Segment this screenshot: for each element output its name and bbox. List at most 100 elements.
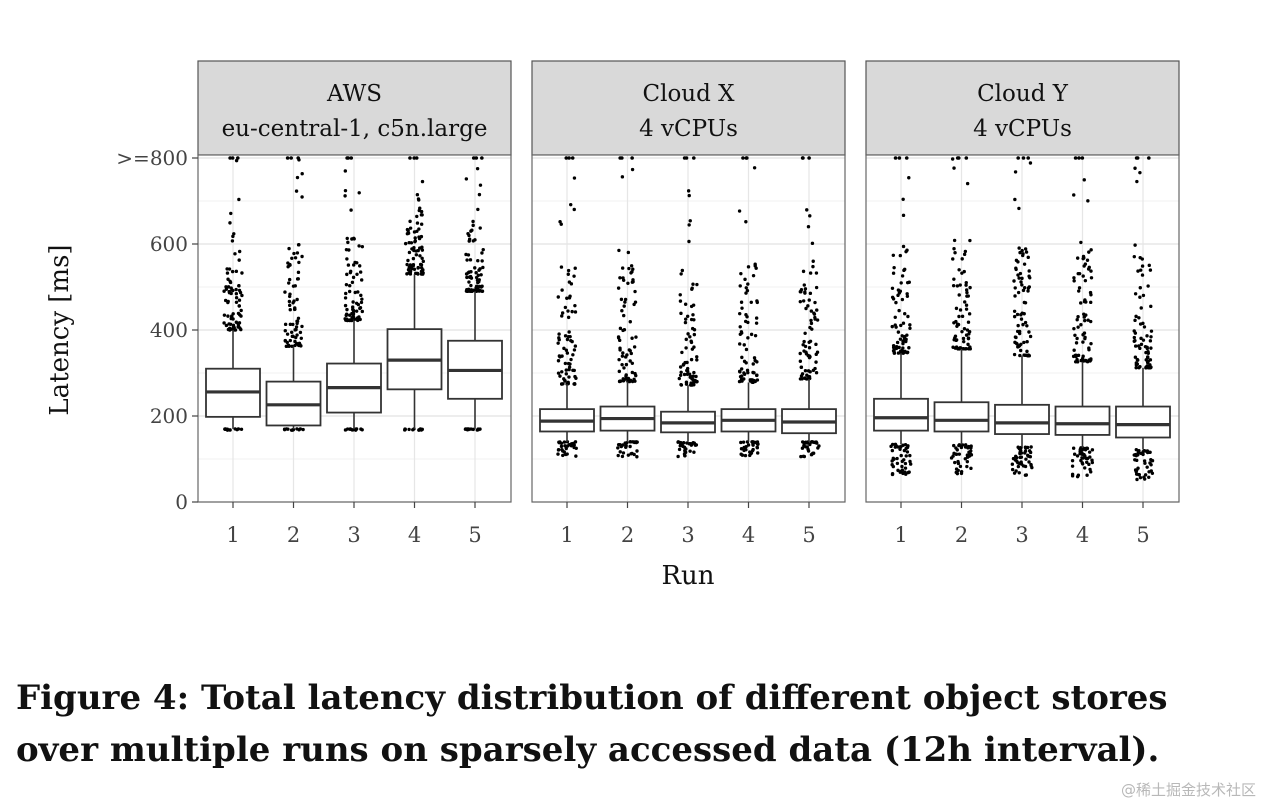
outlier-point [684, 337, 688, 342]
outlier-point [360, 309, 365, 314]
outlier-point [682, 452, 687, 456]
outlier-point [420, 179, 425, 184]
outlier-point [755, 445, 759, 449]
outlier-point [891, 253, 896, 257]
outlier-point [633, 371, 637, 376]
outlier-point [692, 332, 697, 337]
outlier-point [1143, 344, 1148, 349]
outlier-point [567, 375, 571, 379]
outlier-point [295, 175, 300, 180]
outlier-point [898, 253, 903, 258]
outlier-point [905, 450, 910, 454]
outlier-point [751, 362, 755, 366]
outlier-point [351, 275, 356, 280]
outlier-point [691, 282, 695, 286]
outlier-point [347, 289, 352, 294]
outlier-point [803, 290, 807, 294]
outlier-point [964, 307, 969, 311]
outlier-point [1071, 446, 1076, 450]
outlier-point [412, 248, 416, 253]
outlier-point [908, 453, 912, 458]
outlier-point [962, 339, 966, 344]
outlier-point [693, 443, 698, 447]
outlier-point [628, 349, 632, 353]
outlier-point [471, 239, 475, 243]
outlier-point [290, 256, 294, 260]
x-tick-label: 2 [621, 523, 634, 547]
outlier-point [1024, 250, 1029, 254]
outlier-point [679, 311, 683, 316]
outlier-point [904, 454, 908, 458]
outlier-point [800, 372, 805, 376]
outlier-point [742, 372, 747, 376]
outlier-point [678, 299, 683, 303]
outlier-point [571, 353, 575, 357]
outlier-point [809, 318, 813, 323]
outlier-point [952, 238, 957, 243]
outlier-point [231, 323, 236, 328]
outlier-point [966, 320, 971, 324]
outlier-point [414, 156, 419, 160]
outlier-point [573, 440, 578, 444]
iqr-box [933, 401, 990, 433]
outlier-point [1018, 455, 1022, 460]
outlier-point [237, 283, 241, 288]
outlier-point [963, 443, 968, 447]
outlier-point [1023, 445, 1028, 449]
outlier-point [468, 258, 473, 262]
outlier-point [750, 448, 755, 453]
outlier-point [477, 192, 482, 197]
outlier-point [684, 447, 688, 451]
outlier-point [472, 288, 476, 292]
outlier-point [969, 449, 973, 453]
outlier-point [467, 280, 471, 284]
outlier-point [345, 236, 349, 241]
outlier-point [1133, 468, 1138, 472]
outlier-point [566, 309, 570, 313]
outlier-point [623, 297, 628, 302]
outlier-point [228, 156, 232, 160]
outlier-point [903, 312, 907, 316]
outlier-point [1089, 319, 1093, 324]
iqr-box [1115, 405, 1171, 439]
outlier-point [296, 156, 301, 160]
outlier-point [406, 231, 411, 235]
outlier-point [415, 214, 419, 219]
outlier-point [234, 269, 239, 274]
outlier-point [227, 267, 232, 271]
outlier-point [894, 443, 898, 448]
outlier-point [573, 344, 578, 348]
outlier-point [739, 377, 744, 382]
outlier-point [755, 299, 759, 303]
outlier-point [567, 156, 571, 160]
outlier-point [343, 303, 348, 308]
outlier-point [566, 361, 571, 366]
outlier-point [572, 176, 577, 180]
outlier-point [958, 283, 962, 287]
outlier-point [563, 444, 567, 448]
outlier-point [695, 282, 699, 287]
outlier-point [620, 354, 625, 358]
outlier-point [567, 280, 572, 284]
outlier-point [343, 169, 348, 173]
outlier-point [1072, 348, 1076, 352]
facet-strip [865, 60, 1180, 156]
outlier-point [624, 373, 628, 377]
outlier-point [800, 446, 805, 450]
outlier-point [465, 275, 469, 280]
outlier-point [345, 257, 349, 261]
outlier-point [1138, 286, 1142, 290]
outlier-point [467, 237, 472, 241]
outlier-point [897, 308, 901, 313]
outlier-point [689, 382, 693, 387]
outlier-point [1026, 255, 1030, 260]
outlier-point [905, 280, 910, 285]
outlier-point [283, 322, 288, 327]
outlier-point [692, 450, 696, 454]
outlier-point [358, 264, 362, 268]
outlier-point [466, 271, 470, 275]
outlier-point [755, 378, 760, 382]
outlier-point [677, 447, 682, 452]
outlier-point [566, 268, 571, 273]
outlier-point [905, 292, 909, 296]
